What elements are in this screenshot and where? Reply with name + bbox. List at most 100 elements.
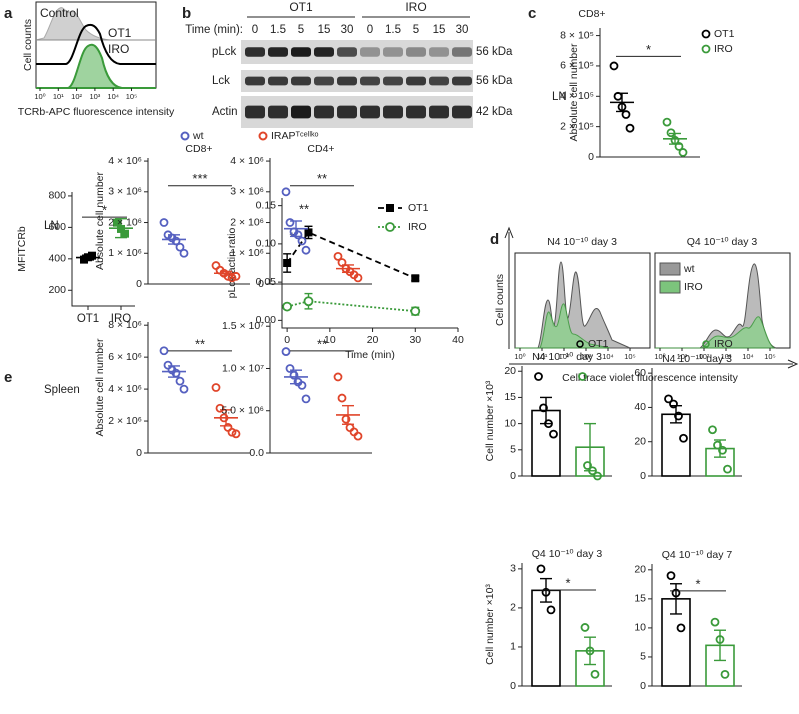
point bbox=[713, 440, 722, 450]
y-axis-label: pLck/actin ratio bbox=[226, 228, 238, 299]
blot-band bbox=[406, 76, 426, 86]
y-axis-label: MFITCRb bbox=[16, 226, 28, 272]
y-axis-label: Absolute cell number bbox=[568, 43, 580, 142]
group-label: IRO bbox=[405, 0, 426, 14]
y-tick-label: 1 bbox=[510, 641, 516, 653]
y-axis-label: Cell counts bbox=[494, 274, 506, 326]
y-tick-label: 3 bbox=[510, 563, 516, 575]
y-tick-label: 3 × 10⁶ bbox=[108, 186, 142, 198]
blot-band bbox=[452, 105, 472, 119]
y-tick-label: 60 bbox=[634, 367, 646, 379]
point bbox=[175, 376, 185, 386]
y-tick-label: 8 × 10⁶ bbox=[108, 319, 142, 331]
point bbox=[303, 296, 314, 307]
control-curve bbox=[35, 7, 156, 41]
x-axis-label: TCRb-APC fluorescence intensity bbox=[18, 106, 175, 118]
point bbox=[159, 218, 169, 227]
point bbox=[283, 259, 292, 267]
legend-label: Control bbox=[40, 6, 79, 20]
legend-marker bbox=[702, 340, 710, 348]
point bbox=[282, 301, 293, 312]
blot-band bbox=[337, 76, 357, 86]
point bbox=[297, 380, 307, 390]
point bbox=[666, 571, 676, 581]
panel-label: e bbox=[4, 369, 12, 386]
y-tick-label: 0 bbox=[136, 447, 142, 459]
y-tick-label: 10 bbox=[634, 622, 646, 634]
point bbox=[353, 431, 363, 441]
legend-label: IRO bbox=[408, 221, 427, 233]
y-tick-label: 2 × 10⁶ bbox=[230, 216, 264, 228]
y-axis-label: Absolute cell number bbox=[94, 171, 106, 270]
y-tick-label: 0 bbox=[510, 680, 516, 692]
y-axis-label: Absolute cell number bbox=[94, 338, 106, 437]
significance: * bbox=[695, 576, 700, 591]
point bbox=[585, 646, 595, 656]
y-tick-label: 5.0 × 10⁶ bbox=[221, 405, 264, 417]
series-line bbox=[286, 231, 416, 280]
point bbox=[662, 117, 672, 127]
blot-band bbox=[429, 76, 449, 86]
point bbox=[171, 236, 181, 246]
point bbox=[609, 61, 619, 71]
significance: * bbox=[102, 203, 107, 218]
blot-band bbox=[452, 76, 472, 86]
legend-marker bbox=[701, 44, 711, 54]
time-label: Time (min): bbox=[185, 24, 243, 36]
legend-label: IRO bbox=[714, 338, 733, 350]
point bbox=[281, 347, 291, 356]
ot1-curve bbox=[36, 23, 156, 65]
point bbox=[223, 271, 233, 281]
point bbox=[539, 403, 548, 413]
x-tick-label: 10⁰ bbox=[514, 352, 525, 361]
point bbox=[718, 445, 727, 455]
row-label: pLck bbox=[212, 46, 237, 58]
axis bbox=[71, 192, 135, 307]
bar bbox=[531, 589, 561, 687]
point bbox=[410, 306, 421, 317]
arrow-head bbox=[504, 226, 514, 239]
legend-label: IRO bbox=[684, 281, 703, 293]
y-tick-label: 800 bbox=[48, 190, 66, 202]
y-tick-label: 600 bbox=[48, 221, 66, 233]
y-tick-label: 4 × 10⁵ bbox=[560, 90, 594, 102]
time-value: 1.5 bbox=[385, 24, 401, 36]
blot-band bbox=[383, 76, 403, 86]
y-tick-label: 10 bbox=[504, 417, 516, 429]
iro-curve bbox=[515, 303, 611, 349]
legend-label: wt bbox=[683, 263, 695, 275]
significance: * bbox=[565, 575, 570, 590]
blot-band bbox=[314, 47, 334, 57]
point bbox=[664, 394, 673, 404]
y-tick-label: 2 × 10⁶ bbox=[108, 216, 142, 228]
y-tick-label: 0 bbox=[640, 680, 646, 692]
y-tick-label: 2 bbox=[510, 602, 516, 614]
point bbox=[289, 370, 299, 380]
y-tick-label: 0.15 bbox=[256, 199, 277, 211]
arrow-head bbox=[787, 359, 799, 369]
point bbox=[593, 471, 602, 481]
point bbox=[621, 110, 631, 119]
flow-histogram-d bbox=[504, 226, 799, 369]
y-tick-label: 2 × 10⁵ bbox=[560, 120, 594, 132]
x-tick-label: 10 bbox=[324, 334, 336, 346]
time-value: 5 bbox=[298, 24, 304, 36]
point bbox=[337, 393, 347, 403]
legend-swatch bbox=[659, 262, 681, 276]
legend-label: OT1 bbox=[108, 26, 132, 40]
y-tick-label: 0 bbox=[510, 470, 516, 482]
bar bbox=[661, 413, 691, 477]
blot-band bbox=[452, 47, 472, 57]
legend-swatch bbox=[659, 280, 681, 294]
blot-band bbox=[383, 105, 403, 119]
legend-marker bbox=[386, 204, 394, 212]
y-tick-label: 40 bbox=[634, 401, 646, 413]
point bbox=[411, 274, 420, 283]
x-tick-label: 10⁵ bbox=[624, 352, 635, 361]
point bbox=[536, 564, 546, 574]
point bbox=[546, 605, 556, 615]
time-value: 5 bbox=[413, 24, 419, 36]
legend-marker bbox=[258, 131, 268, 141]
